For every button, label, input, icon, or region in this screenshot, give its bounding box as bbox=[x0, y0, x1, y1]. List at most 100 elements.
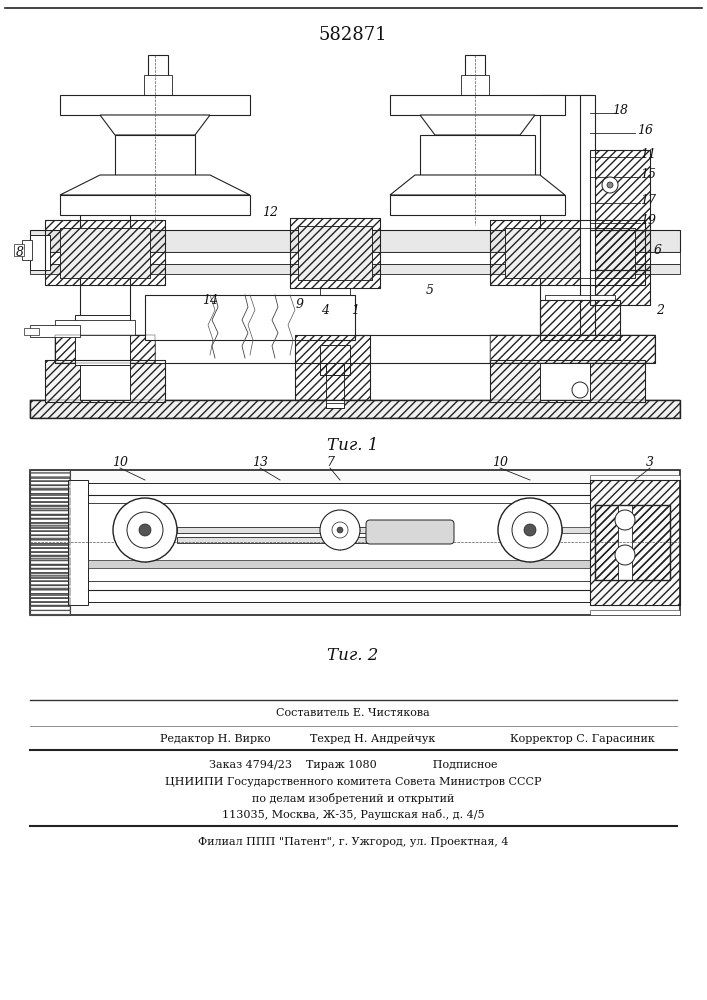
Circle shape bbox=[524, 524, 536, 536]
Bar bbox=[88, 560, 590, 568]
Circle shape bbox=[602, 177, 618, 193]
Text: Τиг. 2: Τиг. 2 bbox=[327, 647, 379, 664]
Bar bbox=[590, 475, 680, 480]
Text: 113035, Москва, Ж-35, Раушская наб., д. 4/5: 113035, Москва, Ж-35, Раушская наб., д. … bbox=[222, 808, 484, 820]
Bar bbox=[30, 470, 70, 615]
Text: 10: 10 bbox=[112, 456, 128, 468]
Bar bbox=[30, 252, 680, 264]
Bar bbox=[322, 298, 348, 306]
Bar bbox=[580, 95, 595, 360]
Bar bbox=[290, 218, 380, 288]
Text: Корректор С. Гарасиник: Корректор С. Гарасиник bbox=[510, 734, 655, 744]
Text: 18: 18 bbox=[612, 104, 628, 116]
Bar bbox=[30, 230, 680, 252]
Bar bbox=[30, 558, 70, 565]
Bar bbox=[540, 300, 620, 340]
Text: 5: 5 bbox=[426, 284, 434, 296]
Bar bbox=[30, 588, 70, 595]
Bar bbox=[30, 598, 70, 605]
Bar bbox=[540, 360, 590, 400]
Circle shape bbox=[615, 510, 635, 530]
Bar bbox=[30, 400, 680, 418]
Bar bbox=[30, 548, 70, 555]
Bar bbox=[320, 288, 350, 298]
Bar bbox=[590, 480, 680, 605]
Polygon shape bbox=[60, 95, 250, 115]
Circle shape bbox=[139, 524, 151, 536]
Bar bbox=[177, 537, 377, 543]
Text: 582871: 582871 bbox=[319, 26, 387, 44]
Bar bbox=[30, 528, 70, 535]
Bar bbox=[30, 548, 70, 555]
Bar bbox=[14, 244, 24, 256]
Bar bbox=[80, 360, 130, 400]
Bar bbox=[30, 488, 70, 495]
Text: 4: 4 bbox=[321, 304, 329, 316]
Bar bbox=[590, 230, 650, 270]
Text: 16: 16 bbox=[637, 123, 653, 136]
Bar bbox=[505, 228, 635, 278]
Polygon shape bbox=[390, 95, 565, 115]
Bar bbox=[30, 498, 70, 505]
Bar bbox=[30, 400, 680, 418]
Bar bbox=[490, 335, 655, 363]
Circle shape bbox=[113, 498, 177, 562]
Bar bbox=[30, 478, 70, 485]
Text: ЦНИИПИ Государственного комитета Совета Министров СССР: ЦНИИПИ Государственного комитета Совета … bbox=[165, 777, 542, 787]
Polygon shape bbox=[390, 195, 565, 215]
Bar bbox=[298, 226, 372, 280]
Bar bbox=[540, 300, 620, 340]
Bar bbox=[618, 505, 632, 580]
Text: 15: 15 bbox=[640, 168, 656, 182]
Bar bbox=[590, 150, 650, 230]
Bar bbox=[30, 508, 70, 515]
Text: 7: 7 bbox=[326, 456, 334, 468]
Bar bbox=[88, 483, 590, 602]
Text: 6: 6 bbox=[654, 243, 662, 256]
Bar bbox=[490, 220, 645, 285]
Bar bbox=[75, 315, 130, 365]
Bar bbox=[505, 228, 635, 278]
Bar bbox=[290, 218, 380, 288]
Bar bbox=[590, 150, 650, 230]
Bar bbox=[490, 335, 655, 363]
Polygon shape bbox=[420, 115, 535, 135]
Text: 8: 8 bbox=[16, 245, 24, 258]
Circle shape bbox=[512, 512, 548, 548]
Bar bbox=[545, 295, 615, 300]
Bar bbox=[590, 610, 680, 615]
Text: Техред Н. Андрейчук: Техред Н. Андрейчук bbox=[310, 734, 436, 744]
Bar bbox=[55, 335, 655, 363]
Bar bbox=[30, 578, 70, 585]
Text: 12: 12 bbox=[262, 207, 278, 220]
Bar bbox=[465, 55, 485, 97]
Bar bbox=[461, 75, 489, 97]
Polygon shape bbox=[60, 175, 250, 195]
Bar bbox=[30, 578, 70, 585]
Text: 13: 13 bbox=[252, 456, 268, 468]
Bar bbox=[30, 498, 70, 505]
Bar bbox=[30, 470, 70, 615]
Bar bbox=[30, 470, 680, 615]
Bar bbox=[590, 270, 650, 305]
Bar bbox=[30, 478, 70, 485]
Text: Составитель Е. Чистякова: Составитель Е. Чистякова bbox=[276, 708, 430, 718]
Bar bbox=[30, 488, 70, 495]
Bar bbox=[595, 505, 670, 580]
Text: Заказ 4794/23    Тираж 1080                Подписное: Заказ 4794/23 Тираж 1080 Подписное bbox=[209, 760, 497, 770]
Bar bbox=[30, 264, 680, 274]
Text: 17: 17 bbox=[640, 194, 656, 207]
Bar bbox=[30, 508, 70, 515]
Polygon shape bbox=[115, 135, 195, 175]
Bar bbox=[540, 95, 590, 360]
Text: Редактор Н. Вирко: Редактор Н. Вирко bbox=[160, 734, 271, 744]
Polygon shape bbox=[390, 175, 565, 195]
Text: Τиг. 1: Τиг. 1 bbox=[327, 436, 379, 454]
Text: 19: 19 bbox=[640, 214, 656, 227]
Bar bbox=[490, 360, 645, 402]
FancyBboxPatch shape bbox=[366, 520, 454, 544]
Bar bbox=[30, 518, 70, 525]
Bar bbox=[45, 360, 165, 402]
Bar bbox=[45, 360, 165, 402]
Bar bbox=[30, 568, 70, 575]
